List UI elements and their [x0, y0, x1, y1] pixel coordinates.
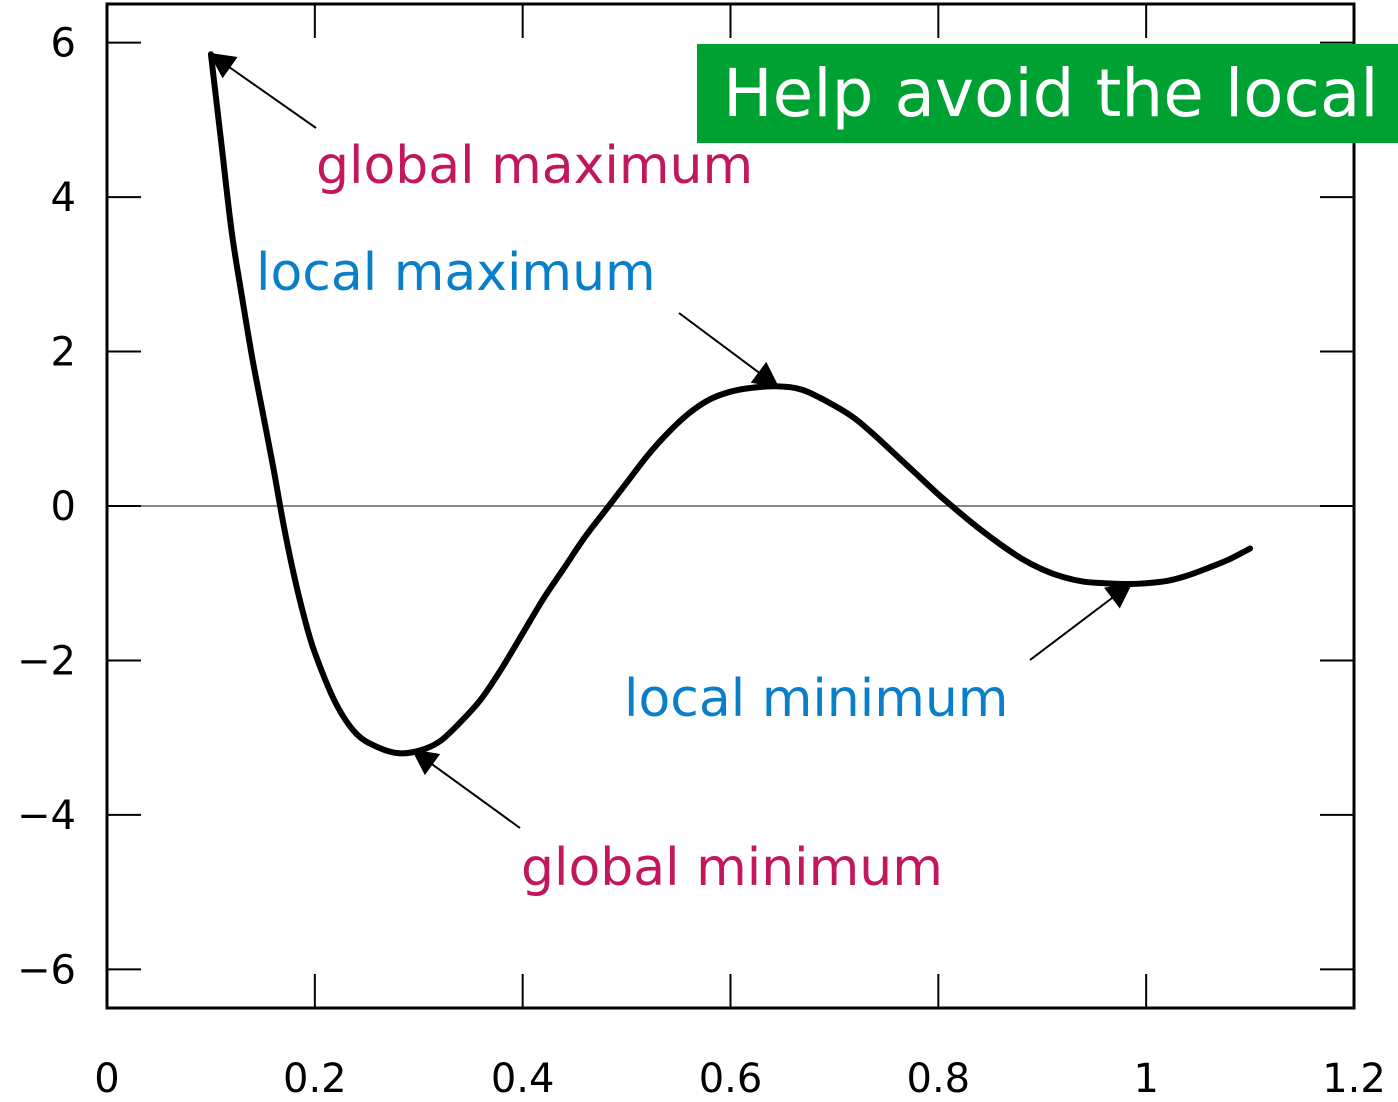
y-tick-label: −2 — [17, 638, 76, 684]
x-tick-label: 0 — [94, 1056, 119, 1102]
x-tick-label: 0.8 — [907, 1056, 971, 1102]
y-tick-label: 2 — [51, 330, 76, 376]
y-tick-label: −4 — [17, 793, 76, 839]
annotation-arrow — [678, 312, 780, 388]
y-tick-label: 0 — [51, 484, 76, 530]
annotation-arrow — [411, 749, 521, 829]
x-tick-label: 1 — [1133, 1056, 1158, 1102]
annotation-label: global maximum — [316, 136, 753, 196]
y-tick-label: −6 — [17, 947, 76, 993]
x-tick-label: 0.6 — [699, 1056, 763, 1102]
y-tick-label: 6 — [51, 21, 76, 67]
annotations: global maximum local maximum global minimu… — [208, 52, 1133, 898]
annotation-label: local maximum — [256, 243, 656, 303]
annotation-arrow — [1029, 582, 1133, 661]
y-tick-label: 4 — [51, 175, 76, 221]
annotation-label: global minimum — [521, 838, 943, 898]
annotation-arrow — [208, 52, 317, 129]
x-tick-label: 0.4 — [491, 1056, 555, 1102]
x-tick-label: 1.2 — [1322, 1056, 1386, 1102]
x-tick-label: 0.2 — [283, 1056, 347, 1102]
series — [207, 51, 1254, 757]
ticks: 0 0.2 0.4 0.6 0.8 1 1.2 −6 −4 −2 0 2 4 6 — [17, 4, 1386, 1102]
banner: Help avoid the local — [697, 44, 1398, 143]
annotation-label: local minimum — [624, 669, 1008, 729]
series-line — [207, 51, 1254, 757]
